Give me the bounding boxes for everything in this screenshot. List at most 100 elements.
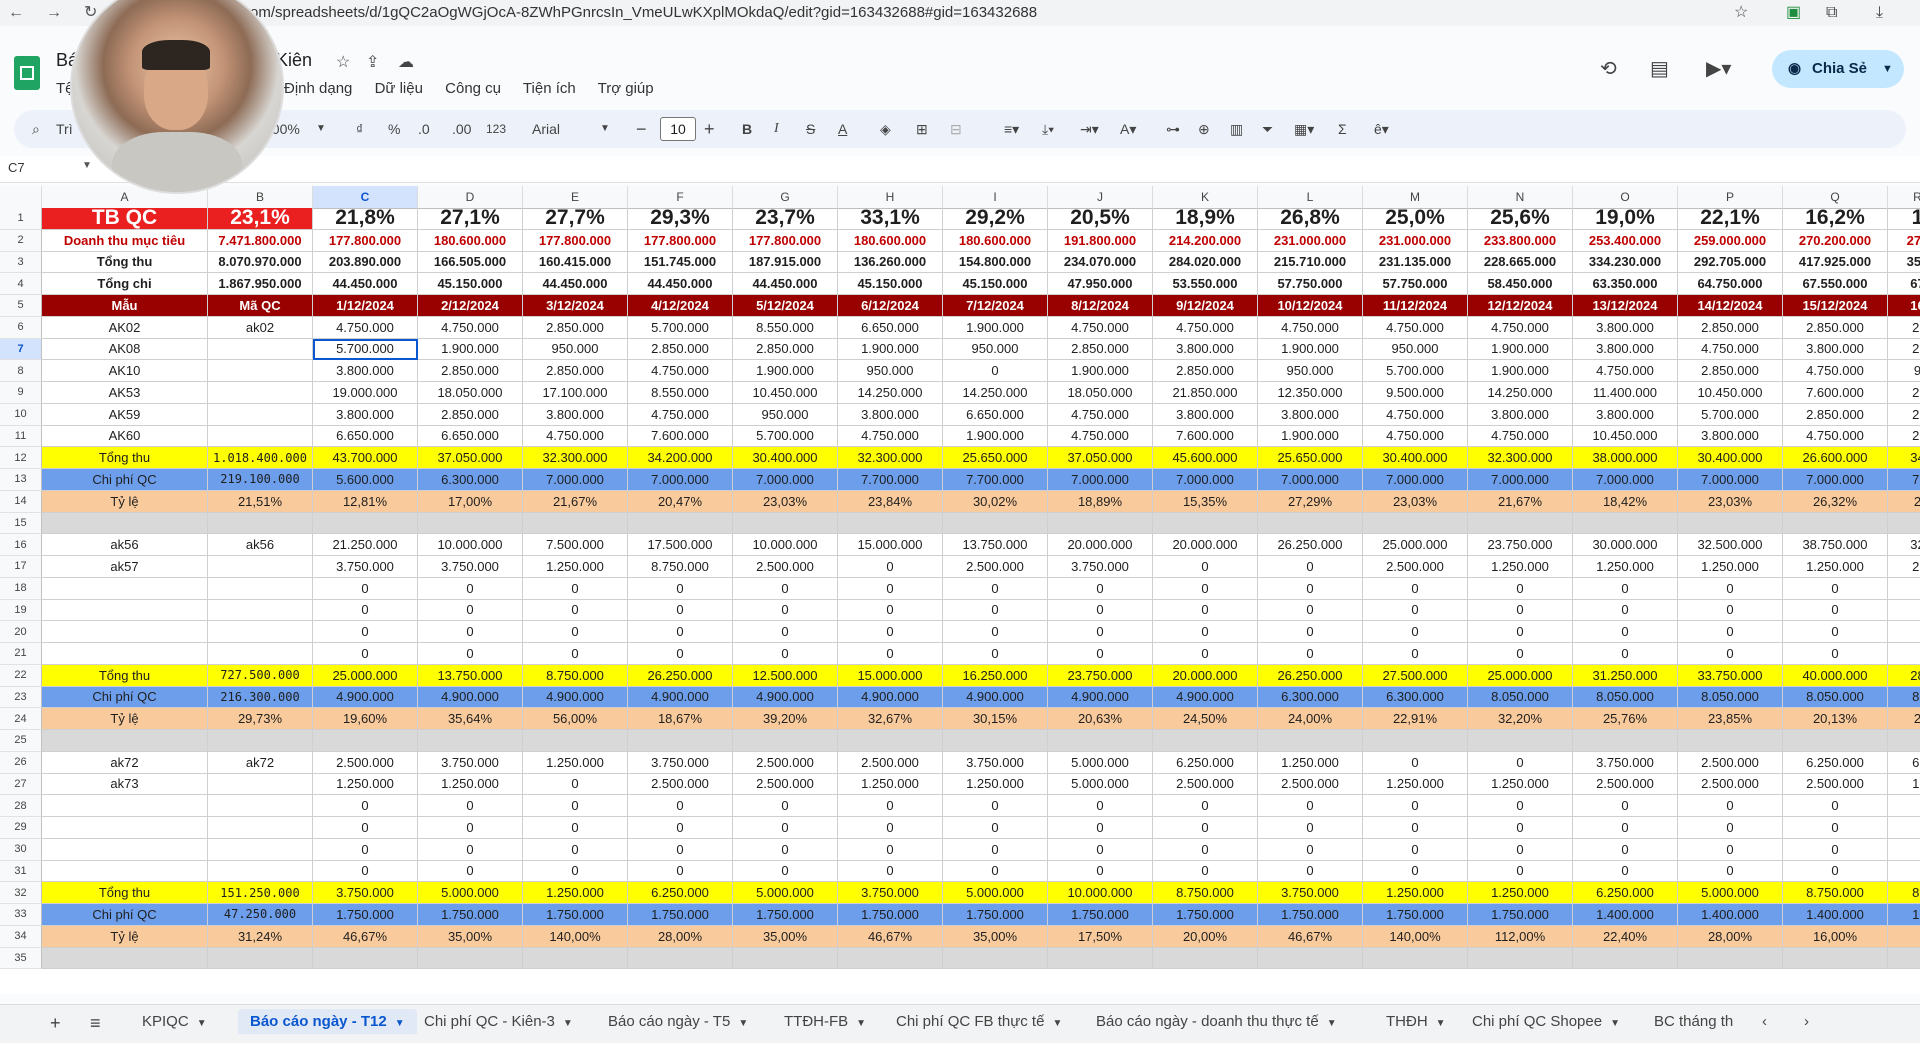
row-header[interactable]: 25 <box>0 730 42 752</box>
cell-h23[interactable]: 4.900.000 <box>838 686 943 709</box>
cell-i22[interactable]: 16.250.000 <box>943 664 1048 687</box>
cell-b32[interactable]: 151.250.000 <box>208 882 313 904</box>
cell-d12[interactable]: 37.050.000 <box>418 447 523 469</box>
cell-d15[interactable] <box>418 512 523 535</box>
cell-p35[interactable] <box>1678 947 1783 970</box>
cell-j8[interactable]: 1.900.000 <box>1048 360 1153 382</box>
cell-l22[interactable]: 26.250.000 <box>1258 664 1363 687</box>
cell-q30[interactable]: 0 <box>1783 838 1888 861</box>
cell-g11[interactable]: 5.700.000 <box>733 425 838 448</box>
cell-j7[interactable]: 2.850.000 <box>1048 338 1153 361</box>
cell-g2[interactable]: 177.800.000 <box>733 229 838 252</box>
cell-k28[interactable]: 0 <box>1153 795 1258 817</box>
cell-b6[interactable]: ak02 <box>208 316 313 339</box>
cell-k25[interactable] <box>1153 730 1258 752</box>
cell-j1[interactable]: 20,5% <box>1048 208 1153 230</box>
cell-l2[interactable]: 231.000.000 <box>1258 229 1363 252</box>
cell-l23[interactable]: 6.300.000 <box>1258 686 1363 709</box>
cell-h28[interactable]: 0 <box>838 795 943 817</box>
cell-i32[interactable]: 5.000.000 <box>943 882 1048 904</box>
merge-icon[interactable]: ⊟ <box>950 121 962 137</box>
cell-p24[interactable]: 23,85% <box>1678 708 1783 730</box>
cell-b19[interactable] <box>208 599 313 622</box>
download-icon[interactable]: ⤓ <box>1876 4 1884 21</box>
cell-d26[interactable]: 3.750.000 <box>418 751 523 774</box>
cell-d17[interactable]: 3.750.000 <box>418 556 523 578</box>
cell-o14[interactable]: 18,42% <box>1573 490 1678 513</box>
cell-j12[interactable]: 37.050.000 <box>1048 447 1153 469</box>
cell-j3[interactable]: 234.070.000 <box>1048 251 1153 274</box>
cell-d13[interactable]: 6.300.000 <box>418 469 523 491</box>
cell-r8[interactable]: 9 <box>1888 360 1920 382</box>
cell-c27[interactable]: 1.250.000 <box>313 773 418 796</box>
cell-c18[interactable]: 0 <box>313 577 418 600</box>
cell-b31[interactable] <box>208 860 313 883</box>
cell-p7[interactable]: 4.750.000 <box>1678 338 1783 361</box>
cell-q6[interactable]: 2.850.000 <box>1783 316 1888 339</box>
cell-r22[interactable]: 28 <box>1888 664 1920 687</box>
cell-a14[interactable]: Tỷ lệ <box>42 490 208 513</box>
chevron-down-icon[interactable]: ▼ <box>1610 1018 1620 1029</box>
extension-puzzle-icon[interactable]: ⧉ <box>1826 4 1838 21</box>
cell-g24[interactable]: 39,20% <box>733 708 838 730</box>
cell-l29[interactable]: 0 <box>1258 817 1363 839</box>
cell-j27[interactable]: 5.000.000 <box>1048 773 1153 796</box>
cell-i23[interactable]: 4.900.000 <box>943 686 1048 709</box>
cell-i28[interactable]: 0 <box>943 795 1048 817</box>
cell-p21[interactable]: 0 <box>1678 643 1783 665</box>
row-header[interactable]: 2 <box>0 229 42 252</box>
cell-g22[interactable]: 12.500.000 <box>733 664 838 687</box>
cell-o24[interactable]: 25,76% <box>1573 708 1678 730</box>
filter-icon[interactable]: ⏷ <box>1262 121 1274 137</box>
row-header[interactable]: 20 <box>0 621 42 643</box>
cell-h9[interactable]: 14.250.000 <box>838 382 943 404</box>
cell-g4[interactable]: 44.450.000 <box>733 273 838 295</box>
cell-d3[interactable]: 166.505.000 <box>418 251 523 274</box>
cell-q29[interactable]: 0 <box>1783 817 1888 839</box>
cell-g6[interactable]: 8.550.000 <box>733 316 838 339</box>
cell-e32[interactable]: 1.250.000 <box>523 882 628 904</box>
cell-m24[interactable]: 22,91% <box>1363 708 1468 730</box>
cell-i20[interactable]: 0 <box>943 621 1048 643</box>
cell-c22[interactable]: 25.000.000 <box>313 664 418 687</box>
cell-m19[interactable]: 0 <box>1363 599 1468 622</box>
row-header[interactable]: 26 <box>0 751 42 774</box>
cell-p31[interactable]: 0 <box>1678 860 1783 883</box>
cell-i18[interactable]: 0 <box>943 577 1048 600</box>
cell-c29[interactable]: 0 <box>313 817 418 839</box>
cell-f8[interactable]: 4.750.000 <box>628 360 733 382</box>
cell-b15[interactable] <box>208 512 313 535</box>
cell-j35[interactable] <box>1048 947 1153 970</box>
row-header[interactable]: 13 <box>0 469 42 491</box>
cell-p14[interactable]: 23,03% <box>1678 490 1783 513</box>
cell-h10[interactable]: 3.800.000 <box>838 403 943 426</box>
cell-o22[interactable]: 31.250.000 <box>1573 664 1678 687</box>
sum-icon[interactable]: Σ <box>1338 121 1347 137</box>
row-header[interactable]: 30 <box>0 838 42 861</box>
sheet-tab[interactable]: Báo cáo ngày - T5 ▼ <box>608 1013 748 1030</box>
cell-b2[interactable]: 7.471.800.000 <box>208 229 313 252</box>
cell-m27[interactable]: 1.250.000 <box>1363 773 1468 796</box>
cell-e30[interactable]: 0 <box>523 838 628 861</box>
cell-p13[interactable]: 7.000.000 <box>1678 469 1783 491</box>
cell-e12[interactable]: 32.300.000 <box>523 447 628 469</box>
sheet-tab[interactable]: THĐH ▼ <box>1386 1013 1446 1030</box>
cell-c34[interactable]: 46,67% <box>313 925 418 948</box>
cell-q15[interactable] <box>1783 512 1888 535</box>
cell-c25[interactable] <box>313 730 418 752</box>
cell-h2[interactable]: 180.600.000 <box>838 229 943 252</box>
cell-f1[interactable]: 29,3% <box>628 208 733 230</box>
vertical-align-icon[interactable]: ⤓▾ <box>1042 121 1055 137</box>
cell-i30[interactable]: 0 <box>943 838 1048 861</box>
cell-a12[interactable]: Tổng thu <box>42 447 208 469</box>
column-header-q[interactable]: Q <box>1783 186 1888 208</box>
cell-a24[interactable]: Tỷ lệ <box>42 708 208 730</box>
cell-g19[interactable]: 0 <box>733 599 838 622</box>
cell-a2[interactable]: Doanh thu mục tiêu <box>42 229 208 252</box>
cell-i2[interactable]: 180.600.000 <box>943 229 1048 252</box>
cell-p15[interactable] <box>1678 512 1783 535</box>
cell-m7[interactable]: 950.000 <box>1363 338 1468 361</box>
chevron-down-icon[interactable]: ▼ <box>562 1018 573 1029</box>
row-header[interactable]: 10 <box>0 403 42 426</box>
